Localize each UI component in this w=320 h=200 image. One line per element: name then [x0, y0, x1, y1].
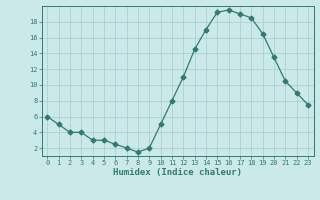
X-axis label: Humidex (Indice chaleur): Humidex (Indice chaleur) [113, 168, 242, 177]
